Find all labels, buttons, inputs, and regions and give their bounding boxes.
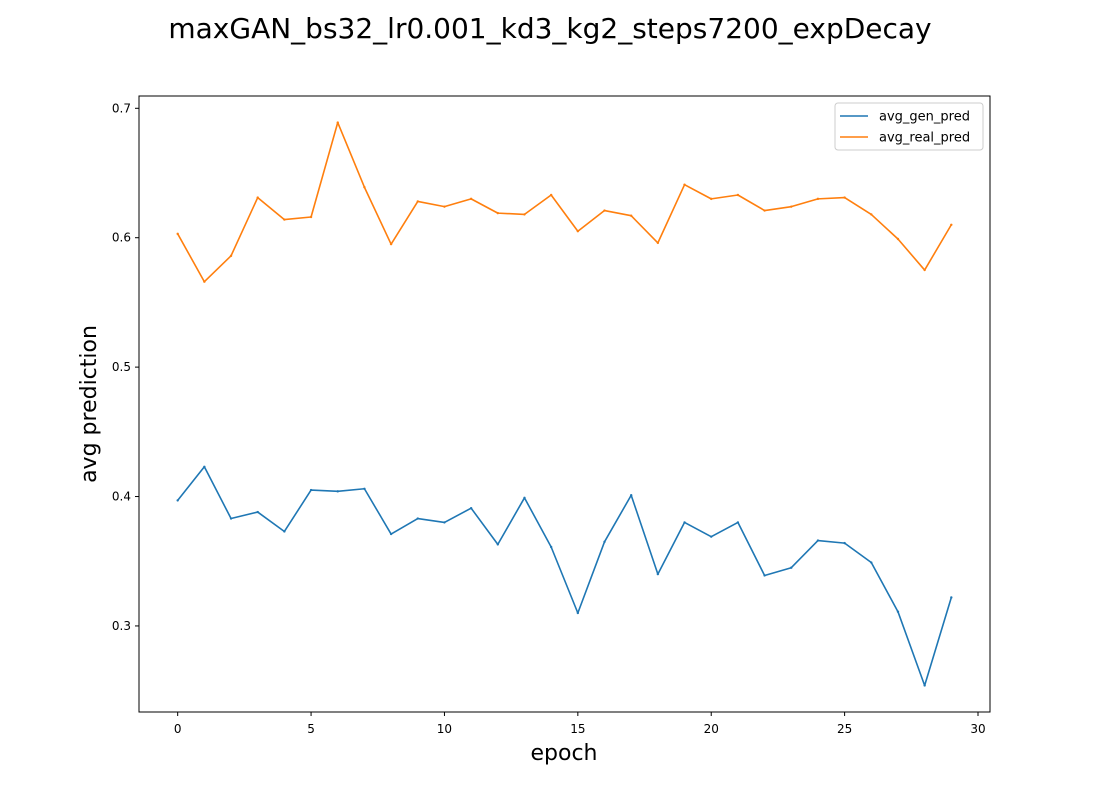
y-tick-label: 0.7: [112, 101, 131, 115]
data-point: [363, 186, 366, 189]
x-tick-label: 25: [837, 722, 852, 736]
data-point: [283, 530, 286, 533]
data-point: [790, 205, 793, 208]
plot-area: [138, 95, 991, 713]
data-point: [656, 572, 660, 576]
x-axis-label: epoch: [531, 741, 598, 766]
legend-box: [834, 102, 984, 151]
legend: avg_gen_pred avg_real_pred: [834, 102, 984, 151]
data-point: [523, 213, 526, 216]
data-point: [469, 506, 473, 510]
y-tick-label: 0.4: [112, 490, 131, 504]
x-tick-label: 5: [307, 722, 315, 736]
data-point: [683, 183, 686, 186]
data-point: [816, 197, 820, 201]
data-point: [656, 241, 660, 245]
data-point: [203, 465, 206, 468]
data-point: [763, 209, 766, 212]
data-point: [896, 237, 900, 241]
data-point: [229, 517, 233, 520]
data-point: [603, 209, 606, 212]
data-point: [710, 197, 713, 201]
x-tick-label: 0: [174, 722, 182, 736]
data-point: [576, 611, 580, 615]
data-point: [736, 193, 740, 197]
y-tick-label: 0.3: [112, 619, 131, 633]
data-point: [923, 684, 926, 687]
y-tick-label: 0.5: [112, 360, 131, 374]
series-group: [176, 121, 953, 687]
data-point: [923, 268, 926, 272]
data-point: [176, 232, 179, 236]
x-axis: 0 5 10 15 20 25 30: [174, 712, 986, 736]
data-point: [950, 223, 953, 226]
data-point: [629, 494, 633, 497]
data-point: [683, 521, 686, 524]
y-axis-label: avg prediction: [77, 325, 102, 483]
data-point: [576, 230, 580, 233]
data-point: [389, 532, 393, 536]
data-point: [256, 510, 259, 514]
data-point: [870, 213, 873, 216]
plot-frame: [138, 95, 991, 713]
data-point: [336, 121, 339, 124]
legend-label: avg_gen_pred: [879, 110, 970, 125]
data-point: [336, 490, 339, 493]
data-point: [523, 496, 526, 500]
data-point: [843, 196, 846, 199]
data-point: [790, 566, 793, 569]
data-point: [496, 211, 500, 215]
chart-title: maxGAN_bs32_lr0.001_kd3_kg2_steps7200_ex…: [168, 12, 931, 45]
data-point: [629, 214, 633, 217]
x-tick-label: 10: [437, 722, 452, 736]
data-point: [416, 200, 419, 203]
data-point: [870, 561, 873, 564]
data-point: [176, 499, 179, 502]
data-point: [283, 218, 286, 221]
series-line-avg-gen-pred: [177, 465, 953, 687]
data-point: [603, 540, 606, 544]
data-point: [736, 521, 740, 524]
y-tick-label: 0.6: [112, 231, 131, 245]
data-point: [710, 535, 713, 538]
data-point: [950, 596, 953, 599]
data-point: [309, 488, 313, 492]
data-point: [496, 543, 500, 546]
data-point: [416, 517, 419, 520]
data-point: [363, 487, 366, 490]
x-tick-label: 20: [704, 722, 719, 736]
data-point: [309, 215, 313, 219]
data-point: [443, 205, 446, 208]
data-point: [549, 193, 553, 197]
data-point: [763, 574, 766, 577]
x-tick-label: 15: [570, 722, 585, 736]
data-point: [843, 541, 846, 545]
data-point: [389, 242, 393, 246]
data-point: [469, 197, 473, 201]
series-line-avg-real-pred: [176, 121, 953, 283]
data-point: [816, 539, 820, 542]
x-tick-label: 30: [970, 722, 985, 736]
data-point: [256, 196, 259, 199]
data-point: [203, 280, 206, 283]
data-point: [549, 545, 553, 549]
y-axis: 0.3 0.4 0.5 0.6 0.7: [112, 101, 139, 633]
data-point: [229, 254, 233, 258]
legend-label: avg_real_pred: [879, 131, 970, 146]
data-point: [896, 610, 900, 613]
data-point: [443, 521, 446, 524]
